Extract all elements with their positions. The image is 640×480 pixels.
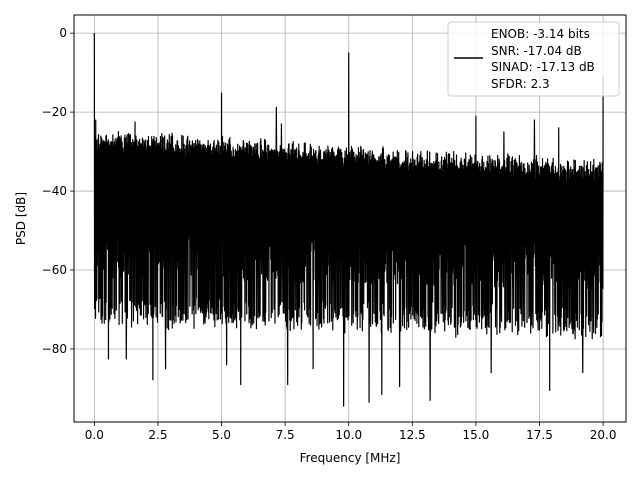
- y-tick-label: −20: [42, 105, 67, 119]
- x-tick-label: 15.0: [463, 428, 490, 442]
- y-axis-label: PSD [dB]: [14, 192, 28, 245]
- x-axis-label: Frequency [MHz]: [300, 451, 401, 465]
- y-axis-ticks: 0 −20 −40 −60 −80: [42, 26, 74, 356]
- x-tick-label: 0.0: [85, 428, 104, 442]
- x-tick-label: 12.5: [399, 428, 426, 442]
- y-tick-label: −80: [42, 342, 67, 356]
- legend: ENOB: -3.14 bits SNR: -17.04 dB SINAD: -…: [447, 21, 620, 97]
- x-tick-label: 7.5: [276, 428, 295, 442]
- y-tick-label: −60: [42, 263, 67, 277]
- y-tick-label: 0: [59, 26, 67, 40]
- y-tick-label: −40: [42, 184, 67, 198]
- axes-frame: [73, 14, 627, 423]
- x-tick-label: 17.5: [526, 428, 553, 442]
- legend-sfdr: SFDR: 2.3: [491, 77, 550, 91]
- x-tick-label: 5.0: [212, 428, 231, 442]
- x-tick-label: 20.0: [590, 428, 617, 442]
- legend-sinad: SINAD: -17.13 dB: [491, 60, 595, 74]
- legend-snr: SNR: -17.04 dB: [491, 44, 582, 58]
- legend-enob: ENOB: -3.14 bits: [491, 27, 590, 41]
- psd-series-line: [93, 33, 604, 407]
- x-tick-label: 10.0: [335, 428, 362, 442]
- x-axis-ticks: 0.0 2.5 5.0 7.5 10.0 12.5 15.0 17.5 20.0: [85, 422, 617, 442]
- legend-box: [447, 21, 620, 97]
- plot-area: [93, 33, 604, 407]
- x-tick-label: 2.5: [148, 428, 167, 442]
